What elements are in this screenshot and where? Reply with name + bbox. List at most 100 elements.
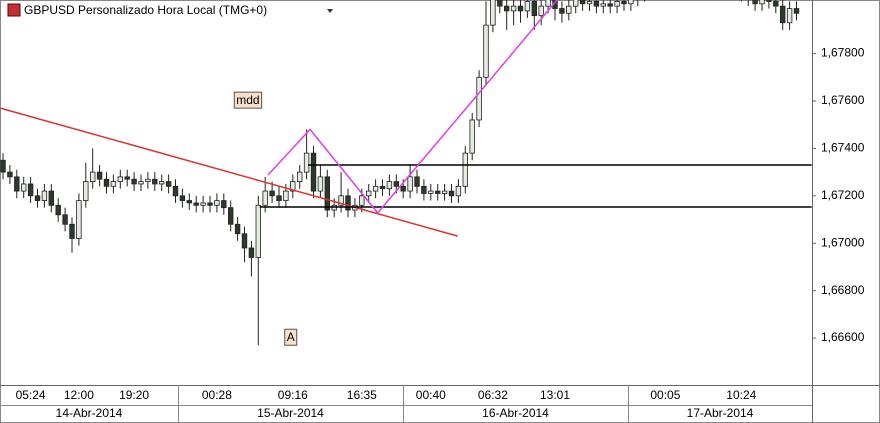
candle-body bbox=[510, 5, 517, 12]
candle-body bbox=[27, 183, 34, 197]
candle-body bbox=[48, 190, 54, 206]
y-tick-label: 1,66600 bbox=[821, 330, 865, 344]
y-tick-label: 1,67200 bbox=[821, 188, 865, 202]
annotation-text: A bbox=[287, 330, 295, 344]
candle-body bbox=[110, 181, 117, 187]
candle-body bbox=[269, 190, 275, 197]
candle-body bbox=[262, 190, 268, 206]
annotation-box bbox=[233, 91, 263, 109]
candle-body bbox=[531, 1, 537, 17]
annotation: mdd bbox=[233, 91, 263, 109]
candle-body bbox=[434, 190, 441, 194]
candle-body bbox=[483, 24, 489, 78]
candle-body bbox=[621, 1, 627, 5]
date-label: 14-Abr-2014 bbox=[56, 406, 123, 420]
x-tick-label: 06:32 bbox=[478, 388, 508, 402]
candle-body bbox=[786, 8, 793, 24]
candle-body bbox=[310, 152, 317, 192]
candle-body bbox=[386, 181, 393, 190]
candle-body bbox=[55, 204, 61, 216]
x-tick-label: 00:05 bbox=[650, 388, 680, 402]
candle-body bbox=[476, 76, 482, 121]
candle-body bbox=[200, 202, 206, 206]
candle-body bbox=[393, 181, 399, 187]
candle-body bbox=[490, 0, 496, 26]
candle-body bbox=[400, 185, 406, 192]
x-tick-label: 05:24 bbox=[16, 388, 46, 402]
x-tick-label: 16:35 bbox=[347, 388, 377, 402]
candle-body bbox=[83, 181, 89, 201]
candle-body bbox=[503, 5, 510, 12]
candle-body bbox=[158, 181, 165, 185]
candle-body bbox=[766, 0, 772, 2]
candle-body bbox=[193, 202, 199, 206]
annotation-text: mdd bbox=[236, 93, 259, 107]
candle-body bbox=[152, 178, 158, 185]
candle-body bbox=[524, 1, 531, 12]
candle-body bbox=[227, 207, 234, 225]
x-tick-label: 09:16 bbox=[278, 388, 308, 402]
candle-body bbox=[469, 119, 475, 154]
candle-body bbox=[0, 159, 6, 173]
annotation-box bbox=[284, 328, 298, 346]
candle-body bbox=[552, 0, 558, 9]
candle-body bbox=[414, 176, 420, 187]
candle-body bbox=[90, 171, 96, 182]
candle-body bbox=[96, 171, 103, 180]
candle-body bbox=[103, 178, 110, 187]
candle-body bbox=[793, 8, 800, 14]
dropdown-arrow[interactable] bbox=[327, 9, 333, 13]
candle-body bbox=[303, 152, 310, 173]
candle-body bbox=[421, 185, 427, 194]
candle-body bbox=[428, 190, 434, 194]
candle-body bbox=[579, 0, 586, 5]
candle-body bbox=[117, 176, 123, 182]
candle-body bbox=[276, 195, 282, 201]
plot-area: mdd A bbox=[0, 0, 812, 346]
candle-body bbox=[165, 181, 172, 187]
candle-body bbox=[138, 181, 144, 185]
candle-body bbox=[379, 185, 386, 190]
candle-body bbox=[359, 195, 365, 206]
date-label: 16-Abr-2014 bbox=[482, 406, 549, 420]
drawn-line bbox=[267, 0, 558, 215]
candle-body bbox=[441, 190, 448, 194]
candle-body bbox=[566, 5, 572, 14]
y-tick-label: 1,66800 bbox=[821, 283, 865, 297]
candle-body bbox=[628, 0, 634, 5]
drawn-line bbox=[0, 107, 458, 237]
y-tick-label: 1,67000 bbox=[821, 235, 865, 249]
x-tick-label: 10:24 bbox=[726, 388, 756, 402]
candle-body bbox=[34, 195, 41, 201]
candle-body bbox=[62, 214, 68, 225]
candle-body bbox=[234, 223, 241, 235]
candle-body bbox=[455, 185, 462, 197]
candle-body bbox=[593, 1, 600, 7]
candle-body bbox=[290, 181, 296, 192]
candle-body bbox=[345, 195, 351, 211]
candle-body bbox=[607, 3, 613, 7]
candle-body bbox=[407, 176, 413, 192]
candle-body bbox=[296, 171, 303, 182]
x-tick-label: 00:40 bbox=[416, 388, 446, 402]
candle-body bbox=[559, 8, 565, 14]
candle-body bbox=[145, 178, 151, 182]
candle-body bbox=[324, 176, 330, 211]
candle-body bbox=[248, 247, 255, 258]
candle-body bbox=[76, 200, 82, 239]
candle-body bbox=[759, 0, 765, 5]
x-tick-label: 00:28 bbox=[202, 388, 232, 402]
candle-body bbox=[517, 5, 524, 12]
candle-body bbox=[186, 200, 192, 204]
y-tick-label: 1,67800 bbox=[821, 46, 865, 60]
chart-title: GBPUSD Personalizado Hora Local (TMG+0) bbox=[24, 3, 267, 17]
candle-body bbox=[179, 195, 186, 201]
candle-body bbox=[462, 152, 468, 187]
candle-body bbox=[283, 190, 289, 201]
candle-body bbox=[14, 176, 20, 192]
candle-body bbox=[538, 5, 544, 17]
y-tick-label: 1,67600 bbox=[821, 93, 865, 107]
candle-body bbox=[172, 185, 179, 197]
